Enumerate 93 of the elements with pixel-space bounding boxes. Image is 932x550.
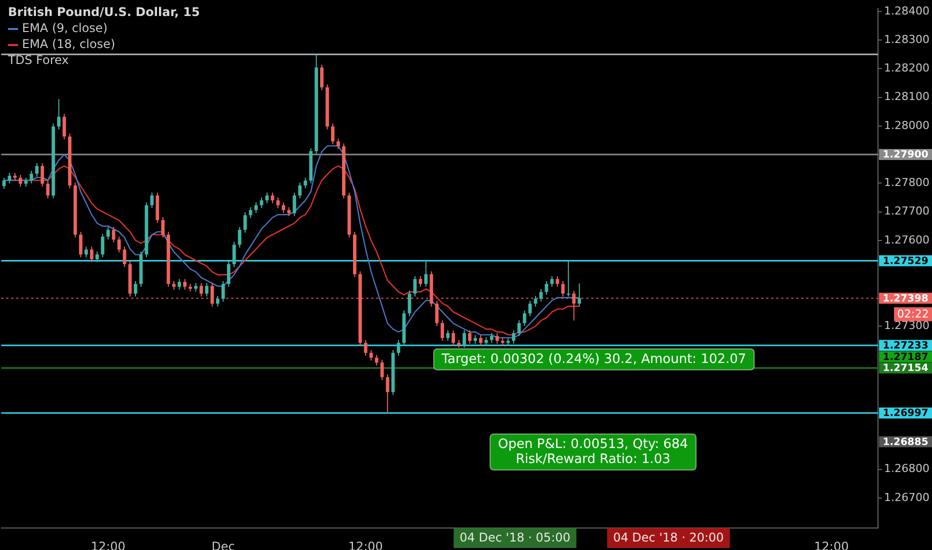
candlestick <box>336 138 340 150</box>
candlestick <box>380 359 384 381</box>
candlestick <box>270 192 274 204</box>
candlestick <box>79 231 82 258</box>
candlestick <box>418 276 422 288</box>
candlestick <box>161 216 165 238</box>
text: 04 Dec '18 · 05:00 <box>460 530 570 545</box>
candlestick <box>221 280 225 302</box>
candlestick <box>440 320 444 342</box>
candlestick <box>18 174 22 188</box>
candlestick <box>304 177 308 189</box>
candlestick <box>462 330 466 348</box>
y-tick-label: 1.28400 <box>884 4 930 18</box>
candlestick <box>490 332 494 344</box>
candlestick <box>84 246 88 258</box>
candlestick <box>243 212 247 234</box>
chart-title: British Pound/U.S. Dollar, 15 <box>8 4 200 20</box>
candlestick <box>369 350 373 362</box>
candlestick <box>374 354 378 366</box>
candlestick <box>122 246 126 268</box>
candlestick <box>178 278 182 290</box>
ref-line-label: 1.27154 <box>882 363 928 374</box>
text: 04 Dec '18 · 20:00 <box>613 530 724 545</box>
candlestick <box>216 295 220 308</box>
ref-line-label: 1.27398 <box>882 293 928 304</box>
y-tick-label: 1.28200 <box>884 62 930 75</box>
candlestick <box>292 192 296 217</box>
candlestick <box>528 300 532 317</box>
candlestick <box>238 226 242 248</box>
candlestick <box>210 282 214 308</box>
legend-label: EMA (18, close) <box>21 36 116 52</box>
candlestick <box>30 170 34 184</box>
y-tick-label: 1.26700 <box>884 490 930 504</box>
y-tick-label: 1.27800 <box>884 176 930 190</box>
y-tick-label: 1.26800 <box>884 462 930 476</box>
annotation: TDS Forex <box>8 52 70 68</box>
candlestick <box>183 278 187 290</box>
ref-line-label: 1.26997 <box>882 408 928 420</box>
text: 02:22 <box>897 308 929 321</box>
annotation: Open P&L: 0.00513, Qty: 684 Risk/Reward Ratio: 1.03 <box>498 436 688 467</box>
candlestick <box>479 334 482 346</box>
candlestick <box>57 98 60 130</box>
candlestick <box>539 288 543 302</box>
candlestick <box>100 233 104 258</box>
legend-label: EMA (9, close) <box>21 20 108 36</box>
candlestick <box>46 180 50 199</box>
candlestick <box>452 330 456 346</box>
ref-line-label: 1.27233 <box>882 340 928 352</box>
candlestick <box>424 260 428 288</box>
candlestick <box>90 246 94 263</box>
candlestick <box>282 202 286 214</box>
candlestick <box>408 290 412 317</box>
candlestick <box>446 330 450 342</box>
candlestick <box>556 276 560 288</box>
candlestick <box>205 282 208 297</box>
candlestick <box>226 260 230 288</box>
candlestick <box>522 310 526 326</box>
text: 1.26885 <box>882 436 928 448</box>
ref-line-label: 1.27529 <box>882 256 928 267</box>
candlestick <box>578 282 582 308</box>
y-tick-label: 1.27600 <box>884 233 930 246</box>
candlestick <box>364 339 368 356</box>
candlestick <box>8 172 12 184</box>
candlestick <box>386 374 390 414</box>
candlestick <box>95 251 99 263</box>
y-tick-label: 1.28300 <box>884 32 930 46</box>
y-tick-label: 1.28100 <box>884 90 930 104</box>
candlestick <box>512 330 516 344</box>
candlestick <box>117 236 121 253</box>
candlestick <box>435 300 439 326</box>
candlestick <box>35 162 39 178</box>
y-tick-label: 1.28000 <box>884 118 930 132</box>
candlestick <box>248 206 252 219</box>
candlestick <box>40 162 44 188</box>
candlestick <box>232 241 236 268</box>
candlestick <box>517 320 521 336</box>
candlestick <box>265 192 269 204</box>
ref-line-label: 1.27900 <box>882 150 928 161</box>
candlestick <box>495 332 499 344</box>
candlestick <box>298 182 302 199</box>
candlestick <box>550 276 554 288</box>
candlestick <box>106 226 110 240</box>
candlestick <box>112 226 116 243</box>
y-tick-label: 1.27700 <box>884 204 930 218</box>
text: 1.27187 <box>882 352 928 363</box>
candlestick <box>254 202 258 214</box>
candlestick <box>320 64 324 91</box>
annotation: Target: 0.00302 (0.24%) 30.2, Amount: 102.07 <box>440 352 746 367</box>
y-tick-label: 1.27300 <box>884 319 930 332</box>
candlestick <box>566 260 570 297</box>
candlestick <box>331 123 334 145</box>
candlestick <box>468 330 472 344</box>
candlestick <box>62 113 66 140</box>
